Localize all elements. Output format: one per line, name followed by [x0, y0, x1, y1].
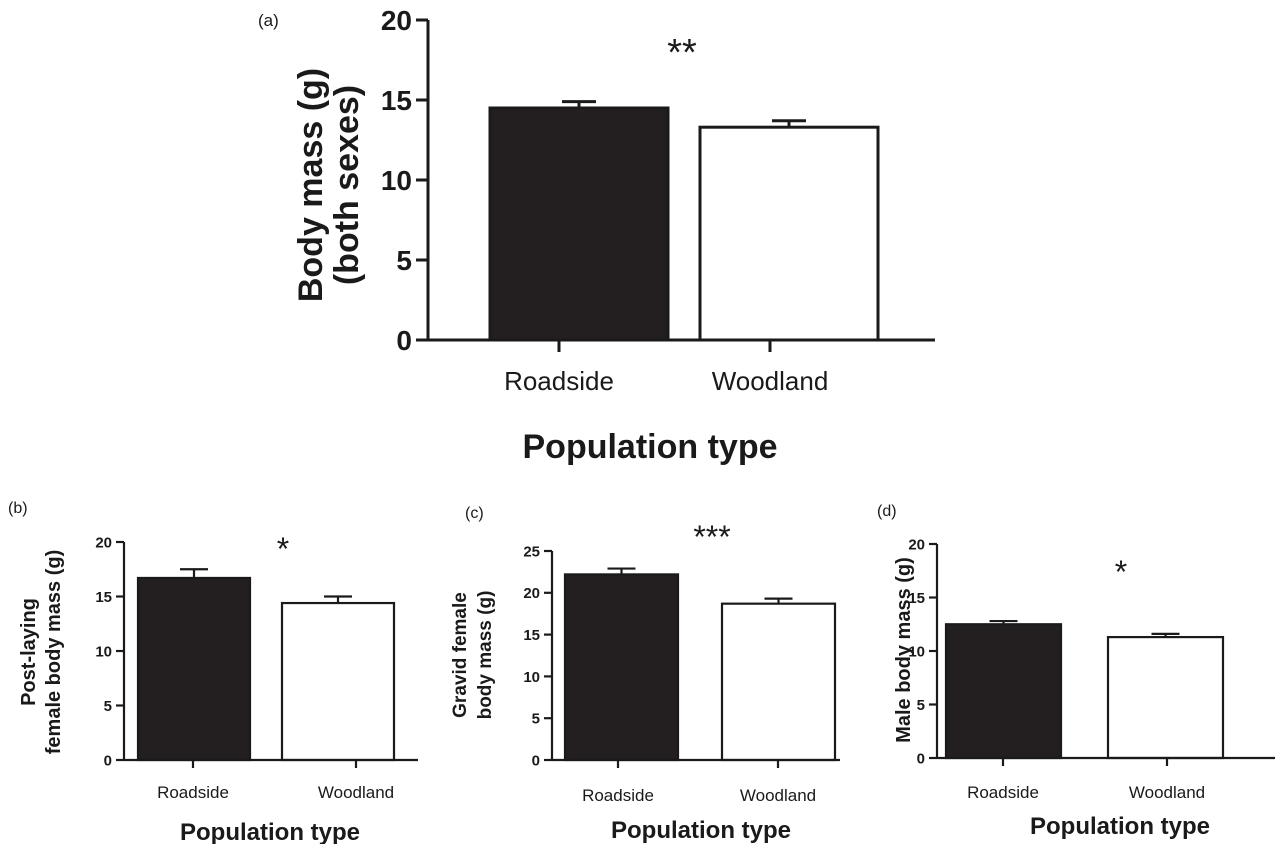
y-tick-label: 20 — [381, 5, 412, 36]
x-tick-label: Woodland — [318, 783, 394, 802]
significance-marker: *** — [693, 519, 730, 555]
chart-panel-2: (b) 0 5 10 15 20 Roadside Woodland * Post-laying f… — [8, 500, 418, 844]
bar-roadside — [563, 573, 680, 762]
x-tick-label: Roadside — [157, 783, 229, 802]
y-tick-label: 15 — [95, 589, 112, 606]
y-tick-label: 5 — [104, 698, 112, 715]
y-axis-label: Post-laying — [18, 598, 40, 706]
shared-xlabel: Population type — [523, 428, 778, 466]
bar-woodland — [1106, 635, 1225, 760]
y-tick-label: 20 — [908, 536, 925, 553]
significance-marker: * — [277, 531, 289, 567]
y-tick-label: 10 — [95, 643, 112, 660]
y-tick-label: 0 — [532, 752, 540, 769]
y-tick-label: 20 — [95, 534, 112, 551]
x-tick-label: Roadside — [504, 366, 614, 396]
y-axis-label: body mass (g) — [475, 591, 496, 720]
panel-label: (b) — [8, 500, 28, 517]
y-tick-label: 0 — [104, 752, 112, 769]
chart-panel-3: (c) 0 5 10 15 20 25 Roadside Woodland *** Gravid f… — [450, 505, 840, 844]
y-axis-label: (both sexes) — [328, 85, 366, 285]
x-tick-label: Woodland — [712, 366, 829, 396]
y-tick-label: 0 — [396, 325, 412, 356]
bar-woodland — [720, 602, 837, 762]
panel-label: (d) — [877, 503, 897, 520]
bar-roadside — [136, 576, 252, 762]
y-axis-label: Male body mass (g) — [893, 557, 915, 743]
panel-label: (a) — [258, 11, 279, 30]
y-axis-label: Body mass (g) — [292, 68, 330, 302]
y-tick-label: 5 — [396, 245, 412, 276]
y-tick-label: 10 — [523, 669, 540, 686]
y-tick-label: 10 — [381, 165, 412, 196]
y-tick-label: 15 — [381, 85, 412, 116]
bar-woodland — [698, 125, 880, 342]
y-tick-label: 0 — [917, 750, 925, 767]
x-tick-label: Woodland — [1129, 783, 1205, 802]
x-tick-label: Roadside — [582, 786, 654, 805]
y-tick-label: 10 — [908, 643, 925, 660]
y-tick-label: 20 — [523, 585, 540, 602]
x-tick-label: Roadside — [967, 783, 1039, 802]
y-tick-label: 15 — [908, 590, 925, 607]
y-tick-label: 25 — [523, 543, 540, 560]
y-tick-label: 5 — [917, 697, 925, 714]
significance-marker: * — [1115, 554, 1127, 590]
y-tick-label: 5 — [532, 711, 540, 728]
bar-woodland — [280, 601, 396, 762]
bar-roadside — [944, 623, 1063, 760]
x-axis-label: Population type — [611, 817, 791, 844]
significance-marker: ** — [667, 32, 697, 74]
bar-roadside — [488, 106, 670, 342]
chart-panel-4: (d) 0 5 10 15 20 Roadside Woodland * Male body ma… — [877, 503, 1275, 840]
y-axis-label: female body mass (g) — [43, 550, 65, 755]
y-axis-label: Gravid female — [450, 592, 471, 718]
x-tick-label: Woodland — [740, 786, 816, 805]
panel-label: (c) — [465, 505, 484, 522]
y-tick-label: 15 — [523, 627, 540, 644]
chart-panel-1: (a) 0 5 10 15 20 Roadside Woodland ** Body mass (… — [258, 5, 935, 396]
x-axis-label: Population type — [180, 819, 360, 844]
x-axis-label: Population type — [1030, 813, 1210, 840]
